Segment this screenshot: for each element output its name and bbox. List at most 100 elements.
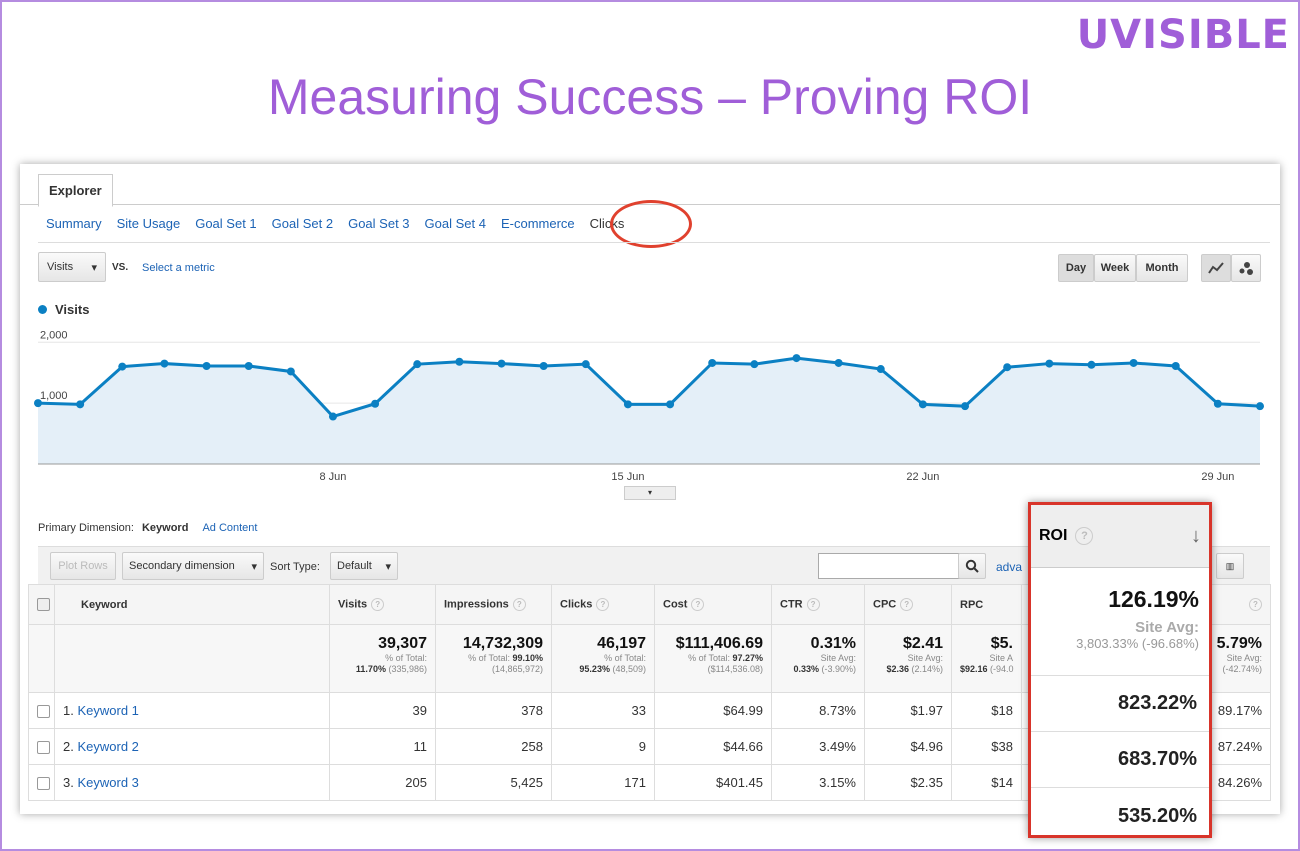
total-rpc: $5. Site A $92.16 (-94.0 bbox=[951, 624, 1022, 693]
data-point bbox=[34, 399, 42, 408]
keyword-link[interactable]: Keyword 3 bbox=[77, 775, 139, 790]
select-metric-link[interactable]: Select a metric bbox=[142, 262, 215, 274]
subtab-site-usage[interactable]: Site Usage bbox=[116, 216, 181, 231]
subtab-goal-set-2[interactable]: Goal Set 2 bbox=[271, 216, 334, 231]
data-point bbox=[539, 362, 548, 370]
day-button[interactable]: Day bbox=[1058, 254, 1094, 282]
data-point bbox=[244, 362, 253, 370]
subtab-goal-set-4[interactable]: Goal Set 4 bbox=[424, 216, 486, 231]
data-point bbox=[623, 400, 632, 409]
data-point bbox=[961, 402, 970, 411]
highlight-circle bbox=[610, 200, 692, 248]
total-visits: 39,307% of Total: 11.70% (335,986) bbox=[329, 624, 436, 693]
total-clicks: 46,197% of Total: 95.23% (48,509) bbox=[551, 624, 655, 693]
help-icon: ? bbox=[900, 598, 914, 611]
vs-label: VS. bbox=[112, 262, 129, 273]
select-all-checkbox[interactable] bbox=[28, 584, 55, 625]
subtab-goal-set-1[interactable]: Goal Set 1 bbox=[195, 216, 257, 231]
roi-site-avg-label: Site Avg: bbox=[1135, 619, 1199, 636]
chevron-down-icon: ▾ bbox=[91, 261, 97, 274]
data-point bbox=[918, 400, 927, 409]
data-point bbox=[413, 360, 422, 369]
data-point bbox=[708, 358, 717, 367]
legend-label: Visits bbox=[55, 302, 90, 317]
roi-callout: ROI? ↓ 126.19% Site Avg: 3,803.33% (-96.… bbox=[1028, 502, 1212, 838]
row-checkbox[interactable] bbox=[28, 728, 55, 765]
column-picker-icon[interactable]: ▥ bbox=[1216, 553, 1244, 579]
data-point bbox=[1003, 363, 1012, 372]
total-cpc: $2.41 Site Avg: $2.36 (2.14%) bbox=[864, 624, 952, 693]
month-button[interactable]: Month bbox=[1136, 254, 1188, 282]
data-point bbox=[750, 360, 759, 369]
dimension-ad-content[interactable]: Ad Content bbox=[202, 522, 258, 534]
help-icon: ? bbox=[1075, 526, 1094, 545]
roi-site-avg: 3,803.33% (-96.68%) bbox=[1076, 636, 1199, 651]
motion-chart-icon[interactable] bbox=[1231, 254, 1261, 282]
roi-total-value: 126.19% bbox=[1108, 586, 1199, 612]
total-cost: $111,406.69% of Total: 97.27% ($114,536.0… bbox=[654, 624, 772, 693]
keyword-link[interactable]: Keyword 1 bbox=[77, 703, 139, 718]
col-visits[interactable]: Visits? bbox=[329, 584, 436, 625]
subtab-summary[interactable]: Summary bbox=[46, 216, 102, 231]
col-clicks[interactable]: Clicks? bbox=[551, 584, 655, 625]
data-point bbox=[160, 359, 169, 368]
dimension-keyword[interactable]: Keyword bbox=[141, 522, 189, 534]
visits-line bbox=[37, 356, 1261, 419]
chevron-down-icon: ▾ bbox=[385, 560, 391, 573]
week-button[interactable]: Week bbox=[1094, 254, 1136, 282]
x-tick-label: 15 Jun bbox=[611, 471, 644, 483]
chevron-down-icon: ▾ bbox=[251, 560, 257, 573]
help-icon: ? bbox=[691, 598, 705, 611]
data-point bbox=[834, 358, 843, 367]
roi-row-2: 683.70% bbox=[1031, 732, 1209, 788]
row-checkbox[interactable] bbox=[28, 692, 55, 729]
data-point bbox=[286, 367, 295, 376]
total-impressions: 14,732,309% of Total: 99.10% (14,865,972) bbox=[435, 624, 552, 693]
col-ctr[interactable]: CTR? bbox=[771, 584, 865, 625]
x-tick-label: 29 Jun bbox=[1201, 471, 1234, 483]
totals-row: 39,307% of Total: 11.70% (335,986) 14,732… bbox=[28, 624, 1271, 693]
analytics-screenshot: Explorer Summary Site Usage Goal Set 1 G… bbox=[20, 164, 1280, 814]
col-cost[interactable]: Cost? bbox=[654, 584, 772, 625]
metric-label: Visits bbox=[47, 261, 74, 273]
data-point bbox=[666, 400, 675, 409]
data-point bbox=[581, 360, 590, 369]
keyword-link[interactable]: Keyword 2 bbox=[77, 739, 139, 754]
sort-type-dropdown[interactable]: Default ▾ bbox=[330, 552, 398, 580]
col-impressions[interactable]: Impressions? bbox=[435, 584, 552, 625]
area-fill bbox=[38, 358, 1260, 464]
data-point bbox=[118, 362, 127, 371]
x-tick-label: 8 Jun bbox=[320, 471, 347, 483]
data-point bbox=[455, 357, 464, 366]
subtab-ecommerce[interactable]: E-commerce bbox=[500, 216, 575, 231]
help-icon: ? bbox=[512, 598, 526, 611]
col-keyword[interactable]: Keyword bbox=[54, 584, 330, 625]
tab-bar: Explorer bbox=[20, 164, 1280, 207]
roi-header-label: ROI bbox=[1039, 527, 1068, 545]
sort-arrow-down-icon[interactable]: ↓ bbox=[1191, 524, 1201, 547]
sort-type-label: Sort Type: bbox=[270, 561, 320, 573]
roi-total: 126.19% Site Avg: 3,803.33% (-96.68%) bbox=[1031, 568, 1209, 676]
advanced-link[interactable]: adva bbox=[996, 560, 1023, 574]
roi-header[interactable]: ROI? ↓ bbox=[1031, 505, 1209, 568]
row-checkbox[interactable] bbox=[28, 764, 55, 801]
plot-rows-button[interactable]: Plot Rows bbox=[50, 552, 116, 580]
primary-dimension: Primary Dimension: Keyword Ad Content bbox=[38, 522, 257, 534]
subtab-goal-set-3[interactable]: Goal Set 3 bbox=[348, 216, 410, 231]
roi-row-3: 535.20% bbox=[1118, 804, 1197, 827]
tab-explorer[interactable]: Explorer bbox=[38, 174, 113, 207]
secondary-dimension-dropdown[interactable]: Secondary dimension ▾ bbox=[122, 552, 264, 580]
data-point bbox=[202, 362, 211, 370]
col-rpc[interactable]: RPC bbox=[951, 584, 1022, 625]
search-icon[interactable] bbox=[958, 553, 986, 579]
data-point bbox=[497, 359, 506, 368]
divider bbox=[38, 242, 1270, 243]
line-chart-icon[interactable] bbox=[1201, 254, 1231, 282]
data-point bbox=[1256, 402, 1264, 411]
col-cpc[interactable]: CPC? bbox=[864, 584, 952, 625]
help-icon: ? bbox=[1249, 598, 1262, 611]
table-search-input[interactable] bbox=[818, 553, 960, 579]
chart-collapse-handle[interactable]: ▾ bbox=[624, 486, 676, 500]
slide-title: Measuring Success – Proving ROI bbox=[267, 69, 1033, 125]
metric-dropdown[interactable]: Visits ▾ bbox=[38, 252, 106, 282]
